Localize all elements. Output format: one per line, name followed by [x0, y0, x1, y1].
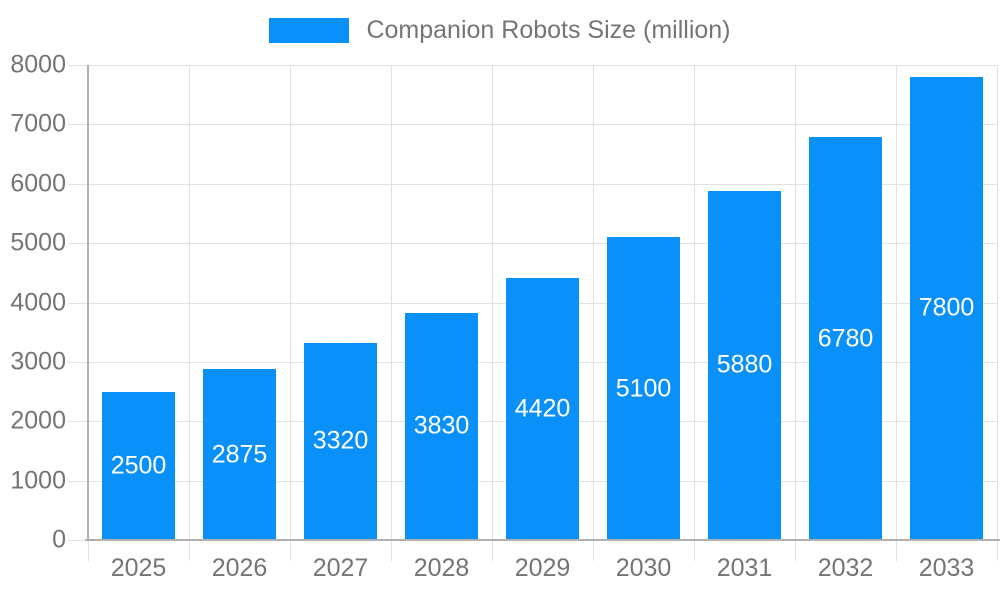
y-axis-line [87, 65, 89, 540]
y-axis-tick [68, 243, 88, 245]
x-gridline [290, 65, 291, 540]
x-axis-tick [795, 540, 796, 561]
bar-value-label: 7800 [918, 293, 975, 322]
y-axis-label: 3000 [10, 347, 66, 376]
y-gridline [88, 124, 997, 126]
x-axis-tick [492, 540, 493, 561]
y-axis-label: 5000 [10, 228, 66, 257]
x-axis-tick [694, 540, 695, 561]
bar-value-label: 3320 [312, 426, 369, 455]
y-axis-label: 0 [52, 525, 66, 554]
bar-value-label: 6780 [817, 324, 874, 353]
bar-2030: 5100 [607, 237, 680, 540]
x-axis-label: 2026 [211, 554, 268, 582]
bar-value-label: 2875 [211, 440, 268, 469]
y-axis-label: 8000 [10, 50, 66, 79]
x-gridline [189, 65, 190, 540]
y-axis-tick [68, 361, 88, 363]
x-axis-tick [997, 540, 998, 561]
bar-value-label: 3830 [413, 411, 470, 440]
bar-2031: 5880 [708, 190, 781, 540]
y-axis-tick [68, 421, 88, 423]
x-gridline [391, 65, 392, 540]
x-axis-label: 2027 [312, 554, 369, 582]
plot-area: 0 1000 2000 3000 4000 5000 6000 7000 8000 2500 202… [10, 51, 1000, 582]
x-gridline [694, 65, 695, 540]
legend-label: Companion Robots Size (million) [366, 16, 731, 44]
bar-2028: 3830 [405, 312, 478, 540]
y-axis-label: 2000 [10, 406, 66, 435]
y-axis-tick [68, 65, 88, 66]
x-axis-line [85, 539, 1000, 541]
x-axis-label: 2028 [413, 554, 470, 582]
x-axis-tick [189, 540, 190, 561]
y-axis-tick [68, 183, 88, 185]
x-gridline [896, 65, 897, 540]
y-axis-label: 7000 [10, 109, 66, 138]
y-gridline [88, 65, 997, 66]
x-axis-label: 2031 [716, 554, 773, 582]
y-gridline [88, 243, 997, 245]
y-gridline [88, 183, 997, 185]
x-axis-label: 2030 [615, 554, 672, 582]
bar-2032: 6780 [809, 137, 882, 540]
x-axis-tick [896, 540, 897, 561]
bar-2029: 4420 [506, 277, 579, 540]
x-axis-tick [88, 540, 89, 561]
bar-2025: 2500 [102, 391, 175, 540]
bar-2033: 7800 [910, 76, 983, 540]
bar-value-label: 5100 [615, 374, 672, 403]
x-axis-label: 2033 [918, 554, 975, 582]
x-gridline [997, 65, 998, 540]
y-axis-tick [68, 480, 88, 482]
legend[interactable]: Companion Robots Size (million) [0, 16, 1000, 45]
bar-value-label: 4420 [514, 394, 571, 423]
y-axis-tick [68, 124, 88, 126]
x-axis-tick [391, 540, 392, 561]
y-axis-tick [68, 302, 88, 304]
y-axis-tick [68, 540, 88, 541]
x-gridline [795, 65, 796, 540]
x-axis-label: 2032 [817, 554, 874, 582]
y-axis-label: 4000 [10, 288, 66, 316]
x-axis-label: 2029 [514, 554, 571, 582]
bar-value-label: 5880 [716, 350, 773, 379]
x-axis-tick [593, 540, 594, 561]
x-axis-label: 2025 [110, 554, 167, 582]
y-axis-label: 6000 [10, 169, 66, 198]
y-axis-label: 1000 [10, 466, 66, 495]
x-axis-tick [290, 540, 291, 561]
bar-2026: 2875 [203, 369, 276, 540]
legend-swatch [269, 18, 350, 43]
x-gridline [492, 65, 493, 540]
bar-2027: 3320 [304, 342, 377, 540]
x-gridline [593, 65, 594, 540]
bar-value-label: 2500 [110, 451, 167, 480]
